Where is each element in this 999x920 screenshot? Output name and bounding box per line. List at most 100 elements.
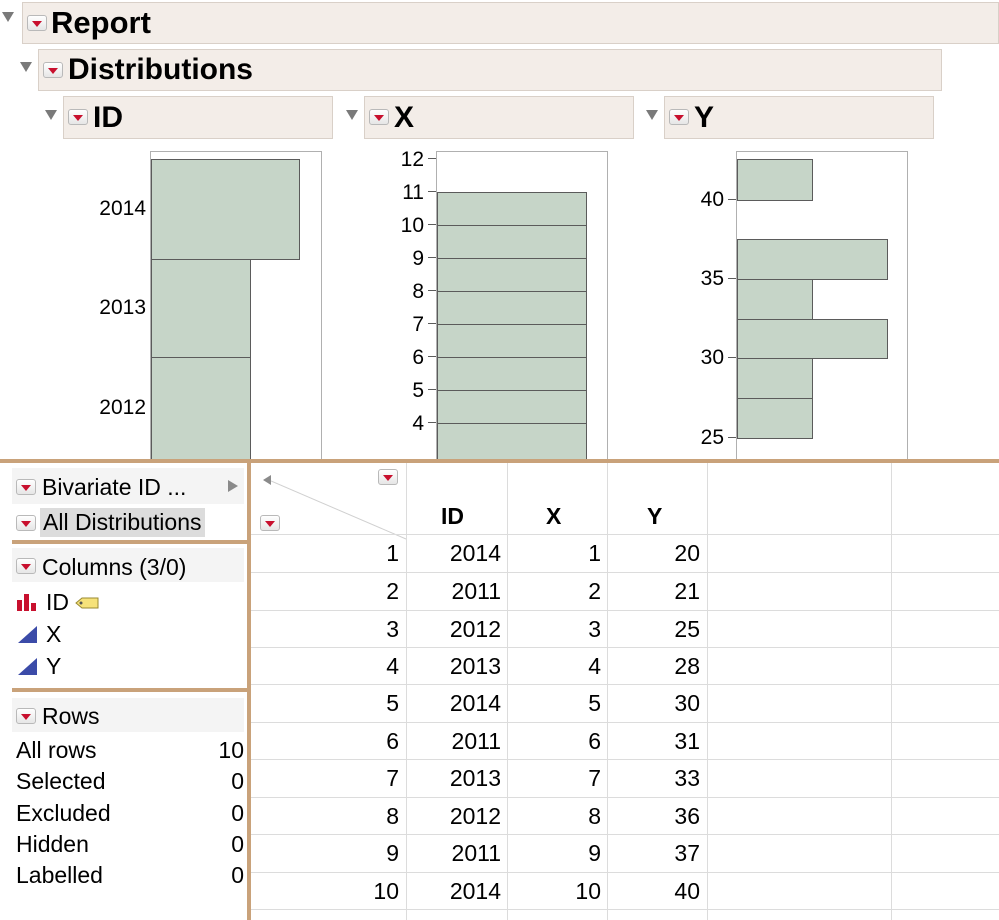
cell-x[interactable]: 9 xyxy=(588,840,601,866)
y-tick xyxy=(728,437,736,438)
table-row[interactable]: 5 2014 5 30 xyxy=(251,685,999,722)
cell-x[interactable]: 2 xyxy=(588,578,601,604)
report-menu-icon[interactable] xyxy=(27,15,47,31)
report-disclosure-icon[interactable] xyxy=(2,12,14,22)
x-disclosure-icon[interactable] xyxy=(346,110,358,120)
y-disclosure-icon[interactable] xyxy=(646,110,658,120)
label-tag-icon xyxy=(75,597,99,609)
rows-corner-menu-icon[interactable] xyxy=(260,515,280,531)
cell-y[interactable]: 33 xyxy=(674,765,700,791)
columns-header-label: Columns (3/0) xyxy=(42,554,187,580)
table-panel-divider[interactable] xyxy=(247,463,251,920)
report-title: Report xyxy=(51,5,151,40)
scroll-left-icon[interactable] xyxy=(263,475,271,485)
x-histogram xyxy=(436,151,608,461)
rows-stat-value: 0 xyxy=(231,800,244,826)
x-bar xyxy=(437,258,587,292)
cell-y[interactable]: 28 xyxy=(674,653,700,679)
columns-header[interactable]: Columns (3/0) xyxy=(12,548,244,582)
cell-x[interactable]: 6 xyxy=(588,728,601,754)
column-header-y[interactable]: Y xyxy=(647,503,663,529)
cell-y[interactable]: 37 xyxy=(674,840,700,866)
cell-id[interactable]: 2011 xyxy=(451,578,501,604)
cell-id[interactable]: 2014 xyxy=(449,690,501,716)
script-menu-icon[interactable] xyxy=(16,479,36,495)
distributions-disclosure-icon[interactable] xyxy=(20,62,32,72)
table-row[interactable]: 1 2014 1 20 xyxy=(251,535,999,572)
cell-y[interactable]: 40 xyxy=(674,878,700,904)
distributions-menu-icon[interactable] xyxy=(43,62,63,78)
rows-stat-value: 0 xyxy=(231,831,244,857)
table-row[interactable]: 7 2013 7 33 xyxy=(251,760,999,797)
cell-y[interactable]: 25 xyxy=(674,616,700,642)
table-row[interactable]: 3 2012 3 25 xyxy=(251,611,999,648)
x-panel-menu-icon[interactable] xyxy=(369,109,389,125)
table-row[interactable]: 10 2014 10 40 xyxy=(251,873,999,910)
cell-y[interactable]: 21 xyxy=(674,578,700,604)
report-header: Report xyxy=(22,2,999,44)
distributions-title: Distributions xyxy=(68,53,253,86)
cell-id[interactable]: 2014 xyxy=(449,540,501,566)
cell-x[interactable]: 10 xyxy=(575,878,601,904)
panel-divider[interactable] xyxy=(12,540,247,544)
cell-x[interactable]: 4 xyxy=(588,653,601,679)
x-tick xyxy=(428,290,436,291)
id-panel-menu-icon[interactable] xyxy=(68,109,88,125)
table-row[interactable]: 2 2011 2 21 xyxy=(251,573,999,610)
row-number: 7 xyxy=(386,765,399,791)
x-tick-label: 9 xyxy=(412,247,424,270)
column-header-id[interactable]: ID xyxy=(441,503,464,529)
table-row[interactable]: 9 2011 9 37 xyxy=(251,835,999,872)
cell-x[interactable]: 1 xyxy=(588,540,601,566)
id-tick-label: 2012 xyxy=(99,396,146,419)
columns-menu-icon[interactable] xyxy=(16,558,36,574)
cell-x[interactable]: 8 xyxy=(588,803,601,829)
cell-id[interactable]: 2012 xyxy=(449,616,501,642)
cell-x[interactable]: 5 xyxy=(588,690,601,716)
y-tick-label: 40 xyxy=(700,188,724,211)
y-bar xyxy=(737,358,813,399)
column-item-id[interactable]: ID xyxy=(16,588,236,618)
rows-header[interactable]: Rows xyxy=(12,698,244,732)
cell-y[interactable]: 30 xyxy=(674,690,700,716)
script-item-all-distributions[interactable]: All Distributions xyxy=(12,504,244,540)
id-panel-title: ID xyxy=(93,100,123,134)
grid-column-line xyxy=(507,463,508,920)
cell-id[interactable]: 2012 xyxy=(449,803,501,829)
grid-column-line xyxy=(406,463,407,920)
script-run-icon[interactable] xyxy=(228,480,238,492)
grid-column-line xyxy=(891,463,892,920)
columns-corner-menu-icon[interactable] xyxy=(378,469,398,485)
cell-y[interactable]: 36 xyxy=(674,803,700,829)
id-disclosure-icon[interactable] xyxy=(45,110,57,120)
cell-y[interactable]: 31 xyxy=(674,728,700,754)
column-header-x[interactable]: X xyxy=(546,503,562,529)
cell-id[interactable]: 2014 xyxy=(449,878,501,904)
table-row[interactable]: 8 2012 8 36 xyxy=(251,798,999,835)
x-tick-label: 10 xyxy=(400,214,424,237)
x-bar xyxy=(437,225,587,259)
cell-x[interactable]: 7 xyxy=(588,765,601,791)
script-menu-icon[interactable] xyxy=(16,515,36,531)
x-bar xyxy=(437,357,587,391)
column-item-x[interactable]: X xyxy=(16,620,236,650)
rows-menu-icon[interactable] xyxy=(16,708,36,724)
grid-row-line xyxy=(251,647,999,648)
panel-divider[interactable] xyxy=(12,688,247,692)
x-bar xyxy=(437,390,587,424)
table-row[interactable]: 6 2011 6 31 xyxy=(251,723,999,760)
cell-x[interactable]: 3 xyxy=(588,616,601,642)
window-split-divider[interactable] xyxy=(0,459,999,463)
cell-id[interactable]: 2011 xyxy=(451,728,501,754)
y-panel-menu-icon[interactable] xyxy=(669,109,689,125)
row-number: 3 xyxy=(386,616,399,642)
column-item-y[interactable]: Y xyxy=(16,652,236,682)
script-item-bivariate[interactable]: Bivariate ID ... xyxy=(12,468,244,504)
table-row[interactable]: 4 2013 4 28 xyxy=(251,648,999,685)
cell-id[interactable]: 2011 xyxy=(451,840,501,866)
grid-row-line xyxy=(251,834,999,835)
y-panel-header: Y xyxy=(664,96,934,139)
cell-y[interactable]: 20 xyxy=(674,540,700,566)
cell-id[interactable]: 2013 xyxy=(449,653,501,679)
cell-id[interactable]: 2013 xyxy=(449,765,501,791)
